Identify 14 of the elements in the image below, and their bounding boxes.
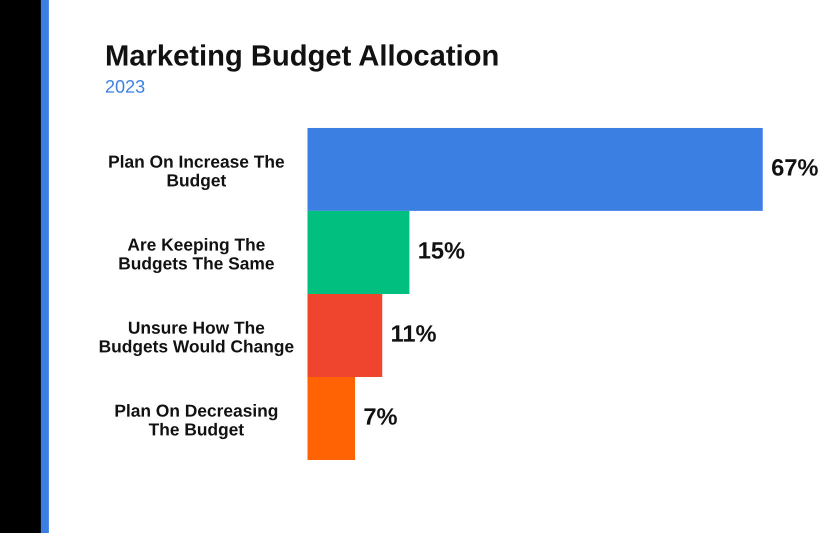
data-label: 67% <box>772 159 818 176</box>
data-label: 7% <box>364 408 397 425</box>
y-tick-label: Plan On Decreasing The Budget <box>116 404 278 440</box>
text: 2023 <box>106 80 144 93</box>
y-tick-label: Are Keeping The Budgets The Same <box>119 238 274 274</box>
y-tick-label: Unsure How The Budgets Would Change <box>100 321 294 356</box>
chart-title: Marketing Budget Allocation <box>106 44 498 72</box>
bar <box>307 128 763 211</box>
bar <box>307 210 410 294</box>
bar <box>307 294 382 377</box>
bar <box>307 376 356 460</box>
y-tick-label: Plan On Increase The Budget <box>109 155 284 190</box>
data-label: 15% <box>419 242 464 259</box>
data-label: 11% <box>392 325 436 342</box>
